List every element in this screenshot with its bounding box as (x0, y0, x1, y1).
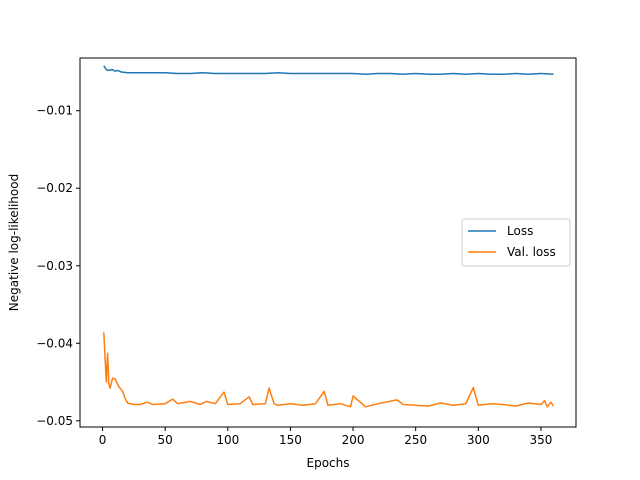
y-tick-label: −0.01 (36, 104, 73, 118)
series-line-val-loss (103, 332, 555, 408)
y-axis-label: Negative log-likelihood (7, 174, 21, 311)
series-layer (103, 65, 555, 408)
x-tick-label: 300 (467, 433, 490, 447)
y-tick-label: −0.05 (36, 414, 73, 428)
x-tick-label: 350 (529, 433, 552, 447)
x-tick-label: 250 (404, 433, 427, 447)
y-axis: −0.01 −0.02 −0.03 −0.04 −0.05 (36, 104, 80, 428)
legend: Loss Val. loss (461, 218, 571, 267)
y-tick-label: −0.03 (36, 259, 73, 273)
legend-label-val-loss: Val. loss (507, 245, 556, 259)
x-tick-label: 50 (158, 433, 173, 447)
axes-frame (79, 57, 577, 428)
y-tick-label: −0.04 (36, 336, 73, 350)
x-tick-label: 0 (99, 433, 107, 447)
series-line-loss (103, 65, 554, 76)
x-tick-label: 100 (216, 433, 239, 447)
y-tick-label: −0.02 (36, 181, 73, 195)
x-tick-label: 150 (279, 433, 302, 447)
x-tick-label: 200 (342, 433, 365, 447)
legend-label-loss: Loss (507, 224, 533, 238)
x-axis-label: Epochs (307, 456, 350, 470)
x-axis: 0 50 100 150 200 250 300 350 (99, 427, 552, 447)
